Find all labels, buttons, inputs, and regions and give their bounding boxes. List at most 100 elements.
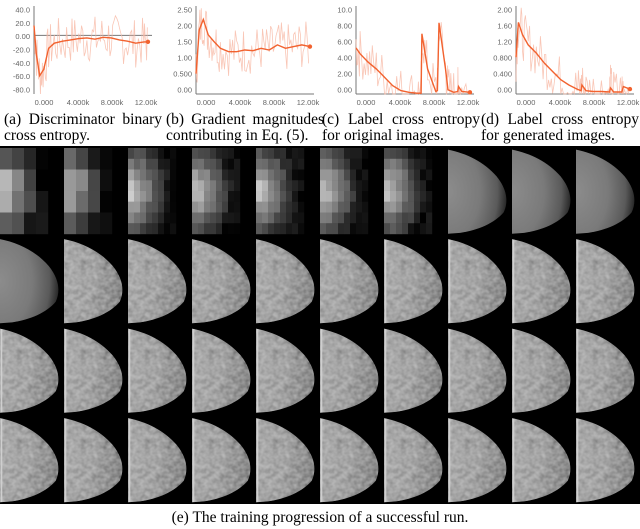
chart-d-svg: 2.00 1.60 1.20 0.800 0.400 0.00 0.000 4.000k 8.0…: [493, 6, 639, 108]
x-tick-label: 8.000k: [263, 98, 286, 107]
progression-sample: [256, 328, 315, 413]
x-tick-label: 4.000k: [389, 98, 412, 107]
progression-sample: [512, 418, 571, 503]
y-tick-label: 8.00: [337, 22, 352, 31]
last-point-marker: [627, 86, 633, 92]
progression-sample: [0, 418, 59, 503]
progression-sample: [0, 328, 59, 413]
x-tick-label: 12.00k: [135, 98, 158, 107]
progression-sample: [320, 239, 379, 324]
y-tick-label: 2.00: [497, 6, 512, 15]
smoothed-series-line: [33, 25, 148, 78]
caption-e: (e) The training progression of a succes…: [171, 509, 469, 526]
progression-sample: [64, 418, 123, 503]
y-tick-label: 1.60: [497, 22, 512, 31]
x-tick-label: 4.000k: [67, 98, 90, 107]
progression-sample: [0, 239, 59, 324]
progression-sample: [320, 418, 379, 503]
y-tick-label: 2.00: [337, 70, 352, 79]
raw-series-line: [515, 7, 630, 96]
x-tick-label: 0.000: [517, 98, 536, 107]
y-tick-label: 0.00: [497, 86, 512, 95]
y-tick-label: -60.0: [13, 72, 30, 81]
progression-sample: [64, 148, 113, 235]
chart-c-svg: 10.0 8.00 6.00 4.00 2.00 0.00 0.000 4.000k 8.000…: [337, 6, 480, 108]
progression-sample: [448, 149, 507, 234]
progression-sample: [128, 328, 187, 413]
chart-label-ce-generated: 2.00 1.60 1.20 0.800 0.400 0.00 0.000 4.000k 8.0…: [484, 2, 639, 108]
x-tick-label: 0.000: [357, 98, 376, 107]
progression-sample: [192, 148, 241, 235]
x-tick-label: 0.000: [197, 98, 216, 107]
progression-sample: [384, 328, 443, 413]
smoothed-series-line: [515, 22, 631, 93]
caption-d: (d) Label cross entropy for generated im…: [481, 111, 639, 144]
y-tick-label: 0.800: [493, 54, 512, 63]
chart-b-svg: 2.50 2.00 1.50 1.00 0.500 0.00 0.000 4.000k 8.00…: [173, 6, 320, 108]
y-tick-label: -80.0: [13, 86, 30, 95]
y-tick-label: 4.00: [337, 54, 352, 63]
progression-sample: [448, 328, 507, 413]
progression-sample: [64, 239, 123, 324]
chart-a-svg: 40.0 20.0 0.00 -20.0 -40.0 -60.0 -80.0 0.000 4.0…: [13, 6, 158, 108]
caption-c: (c) Label cross entropy for original ima…: [322, 111, 480, 144]
progression-sample: [64, 328, 123, 413]
y-tick-label: 0.00: [15, 32, 30, 41]
y-tick-label: 20.0: [15, 19, 30, 28]
progression-sample: [0, 148, 49, 235]
y-tick-label: 2.50: [177, 6, 192, 15]
x-tick-label: 12.00k: [297, 98, 320, 107]
smoothed-series-line: [195, 17, 311, 74]
chart-discriminator-bce: 40.0 20.0 0.00 -20.0 -40.0 -60.0 -80.0 0.000 4.0…: [2, 2, 158, 108]
progression-sample: [576, 239, 635, 324]
progression-svg: [0, 148, 635, 503]
smoothed-series-line: [355, 22, 470, 94]
y-tick-label: 6.00: [337, 38, 352, 47]
progression-sample: [576, 418, 635, 503]
y-tick-label: 0.00: [337, 86, 352, 95]
last-point-marker: [467, 90, 473, 95]
progression-sample: [128, 239, 187, 324]
y-tick-label: -20.0: [13, 46, 30, 55]
y-tick-label: 1.20: [497, 38, 512, 47]
raw-series-line: [195, 8, 309, 83]
y-tick-label: 1.00: [177, 54, 192, 63]
progression-sample: [384, 148, 433, 235]
caption-a: (a) Discriminator binary cross entropy.: [4, 111, 162, 144]
last-point-marker: [307, 44, 313, 49]
chart-gradient-magnitudes: 2.50 2.00 1.50 1.00 0.500 0.00 0.000 4.000k 8.00…: [164, 2, 319, 108]
raw-series-line: [33, 14, 148, 95]
progression-sample: [256, 418, 315, 503]
caption-b: (b) Gradient magnitudes contributing in …: [166, 111, 324, 144]
raw-series-line: [355, 22, 469, 95]
progression-sample: [128, 418, 187, 503]
progression-sample: [512, 239, 571, 324]
progression-sample: [192, 328, 251, 413]
progression-sample: [384, 418, 443, 503]
progression-sample: [320, 148, 369, 235]
progression-sample: [576, 328, 635, 413]
x-tick-label: 12.00k: [457, 98, 480, 107]
x-tick-label: 8.000k: [101, 98, 124, 107]
x-tick-label: 8.000k: [583, 98, 606, 107]
x-tick-label: 0.000: [35, 98, 54, 107]
x-tick-label: 4.000k: [229, 98, 252, 107]
progression-sample: [448, 239, 507, 324]
progression-sample: [256, 239, 315, 324]
chart-label-ce-original: 10.0 8.00 6.00 4.00 2.00 0.00 0.000 4.000k 8.000…: [324, 2, 479, 108]
y-tick-label: 40.0: [15, 6, 30, 15]
progression-sample: [512, 149, 571, 234]
y-tick-label: 0.400: [493, 70, 512, 79]
y-tick-label: 10.0: [337, 6, 352, 15]
y-tick-label: 0.00: [177, 86, 192, 95]
y-tick-label: 1.50: [177, 38, 192, 47]
y-tick-label: -40.0: [13, 59, 30, 68]
progression-sample: [512, 328, 571, 413]
progression-sample: [256, 148, 305, 235]
y-tick-label: 0.500: [173, 70, 192, 79]
progression-sample: [128, 148, 177, 235]
x-tick-label: 4.000k: [549, 98, 572, 107]
y-tick-label: 2.00: [177, 22, 192, 31]
x-tick-label: 8.000k: [423, 98, 446, 107]
training-progression-grid: [0, 146, 640, 504]
